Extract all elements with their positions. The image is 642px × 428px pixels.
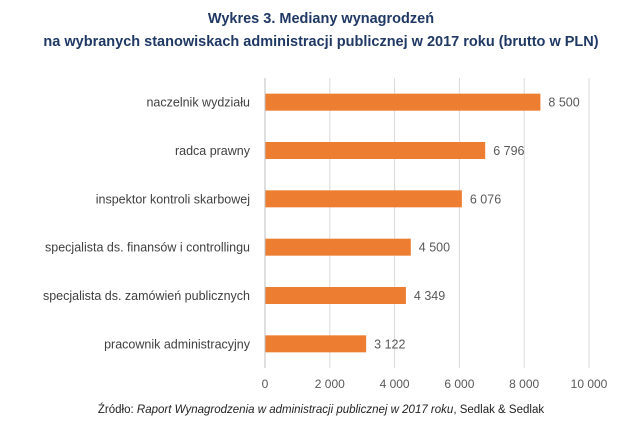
chart-title-line-1: Wykres 3. Mediany wynagrodzeń (207, 11, 435, 27)
category-label: inspektor kontroli skarbowej (96, 192, 250, 206)
source-title: Raport Wynagrodzenia w administracji pub… (136, 404, 454, 416)
bar (265, 142, 486, 159)
data-label: 4 349 (414, 289, 445, 303)
data-label: 3 122 (374, 337, 405, 351)
x-tick-label: 4 000 (380, 377, 410, 391)
bar (265, 335, 367, 353)
data-label: 6 076 (470, 192, 501, 206)
source-prefix: Źródło: (97, 404, 137, 416)
category-label: radca prawny (175, 144, 251, 158)
bar (265, 238, 411, 256)
category-label: pracownik administracyjny (104, 337, 251, 351)
x-tick-label: 10 000 (571, 377, 608, 391)
category-label: specjalista ds. zamówień publicznych (43, 289, 250, 303)
x-tick-label: 2 000 (315, 377, 345, 391)
data-label: 4 500 (419, 241, 450, 255)
x-tick-label: 8 000 (509, 377, 539, 391)
source-suffix: , Sedlak & Sedlak (453, 404, 545, 416)
bar-chart: 0 2 000 4 000 6 000 8 000 10 000 naczelnik wyd… (43, 78, 608, 391)
source-note: Źródło: Raport Wynagrodzenia w administr… (0, 404, 642, 416)
category-label: naczelnik wydziału (146, 96, 250, 110)
data-label: 6 796 (493, 144, 524, 158)
category-label: specjalista ds. finansów i controllingu (45, 241, 250, 255)
x-tick-label: 0 (262, 377, 269, 391)
bar (265, 190, 462, 208)
x-tick-label: 6 000 (444, 377, 474, 391)
data-label: 8 500 (548, 96, 579, 110)
chart-title-line-2: na wybranych stanowiskach administracji … (43, 34, 599, 50)
bar (265, 287, 406, 304)
bar (265, 93, 541, 111)
